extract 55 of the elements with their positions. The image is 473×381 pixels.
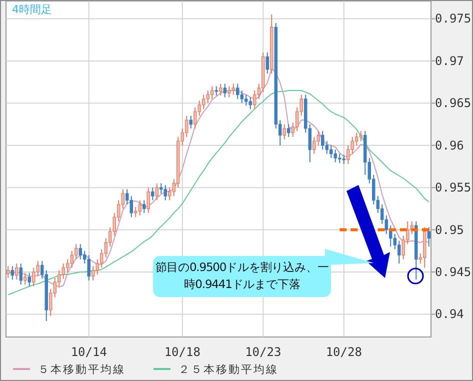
chart-title: 4時間足	[12, 3, 52, 16]
candlestick	[342, 154, 346, 164]
candlestick	[219, 83, 222, 96]
candlestick	[87, 254, 90, 281]
candlestick	[287, 124, 290, 138]
candlestick	[130, 196, 133, 218]
candlestick	[312, 136, 316, 154]
y-tick-label: 0.955	[435, 180, 472, 195]
legend-label: ５本移動平均線	[38, 363, 126, 376]
candlestick	[19, 263, 22, 286]
candlestick	[138, 200, 142, 216]
y-tick-label: 0.975	[435, 12, 472, 26]
candlestick	[28, 272, 31, 287]
x-tick-label: 10/18	[164, 345, 200, 359]
candlestick	[253, 90, 256, 110]
annotation: 節目の0.9500ドルを割り込み、一時0.9441ドルまで下落	[153, 256, 331, 297]
candlestick	[316, 130, 320, 146]
legend-label: ２５本移動平均線	[178, 363, 278, 376]
x-tick-label: 10/23	[245, 345, 282, 359]
candlestick	[282, 124, 286, 140]
y-tick-label: 0.94	[435, 307, 464, 322]
candlestick	[321, 130, 324, 150]
candlestick	[189, 115, 192, 129]
y-tick-label: 0.95	[435, 222, 464, 237]
candlestick	[6, 266, 10, 278]
candlestick	[164, 184, 167, 201]
candlestick	[359, 130, 362, 142]
candlestick	[92, 266, 95, 281]
candlestick	[168, 187, 172, 201]
candlestick	[228, 86, 231, 98]
candlestick	[248, 96, 252, 110]
candlestick	[151, 187, 154, 201]
y-tick-label: 0.97	[435, 54, 464, 68]
y-tick-label: 0.945	[435, 264, 472, 279]
candlestick	[10, 266, 14, 280]
x-tick-label: 10/14	[70, 345, 107, 359]
candlestick	[142, 200, 146, 214]
candlestick	[194, 106, 197, 129]
y-tick-label: 0.96	[435, 138, 464, 152]
x-tick-label: 10/28	[326, 345, 362, 359]
candlestick	[32, 267, 36, 287]
candlestick	[346, 144, 350, 164]
candlestick	[134, 206, 138, 218]
candlestick	[266, 52, 269, 74]
candlestick	[223, 83, 226, 98]
candlestick	[160, 182, 163, 194]
candlestick	[214, 86, 218, 96]
y-tick-label: 0.965	[435, 96, 472, 110]
candlestick	[427, 226, 430, 248]
candlestick	[236, 83, 240, 100]
candlestick	[155, 182, 158, 201]
candlestick	[24, 272, 27, 286]
candlestick	[146, 187, 150, 214]
candlestick	[15, 263, 18, 280]
candlestick	[232, 83, 235, 96]
